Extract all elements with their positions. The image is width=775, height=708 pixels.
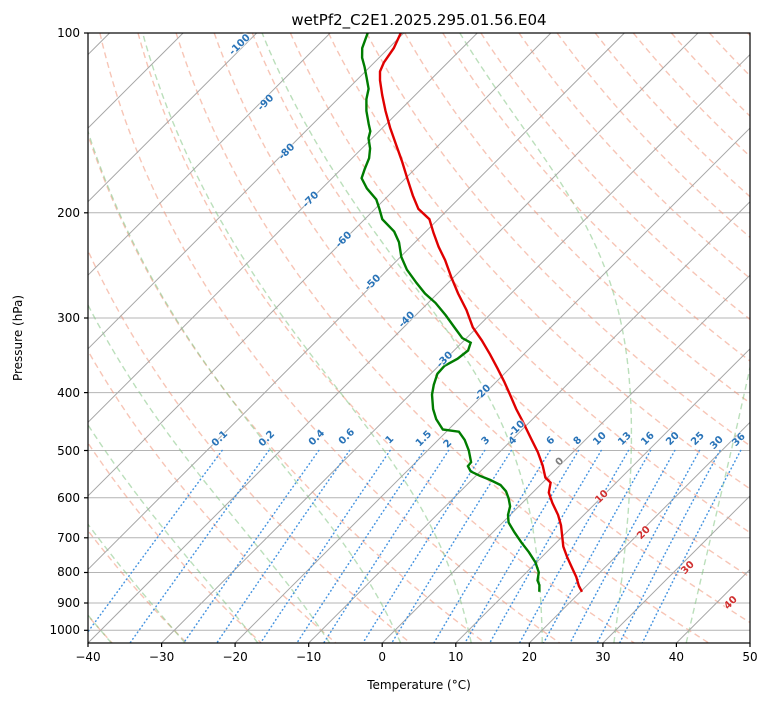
x-axis-label: Temperature (°C): [367, 678, 471, 692]
axes-spines: [84, 32, 751, 647]
x-tick-label: 0: [378, 650, 387, 664]
x-tick-label: −10: [295, 650, 322, 664]
x-tick-label: 20: [521, 650, 537, 664]
x-tick-label: −40: [75, 650, 101, 664]
x-tick-label: 10: [448, 650, 464, 664]
pressure-gridlines: [88, 33, 750, 631]
y-tick-label: 400: [57, 385, 80, 400]
y-tick-label: 900: [57, 596, 80, 610]
y-tick-label: 300: [57, 311, 80, 325]
isotherms: [88, 33, 750, 643]
y-tick-label: 800: [57, 565, 80, 580]
y-tick-label: 1000: [49, 623, 80, 638]
chart-title: wetPf2_C2E1.2025.295.01.56.E04: [291, 11, 547, 29]
temperature-curve: [378, 33, 584, 593]
dry-adiabats: [88, 33, 750, 643]
dewpoint-curve: [360, 33, 541, 592]
x-tick-label: −30: [148, 650, 175, 664]
mixing-ratio-lines: [88, 449, 742, 643]
moist-adiabats: [88, 33, 750, 643]
x-tick-label: 40: [668, 650, 685, 664]
y-tick-label: 100: [57, 26, 80, 40]
y-axis-label: Pressure (hPa): [11, 294, 25, 382]
x-tick-label: 50: [742, 650, 758, 664]
y-tick-label: 500: [57, 443, 80, 458]
y-tick-label: 700: [57, 530, 80, 545]
y-tick-label: 200: [57, 205, 80, 220]
x-tick-label: 30: [595, 650, 611, 664]
y-tick-label: 600: [57, 490, 80, 505]
x-tick-label: −20: [222, 650, 248, 664]
